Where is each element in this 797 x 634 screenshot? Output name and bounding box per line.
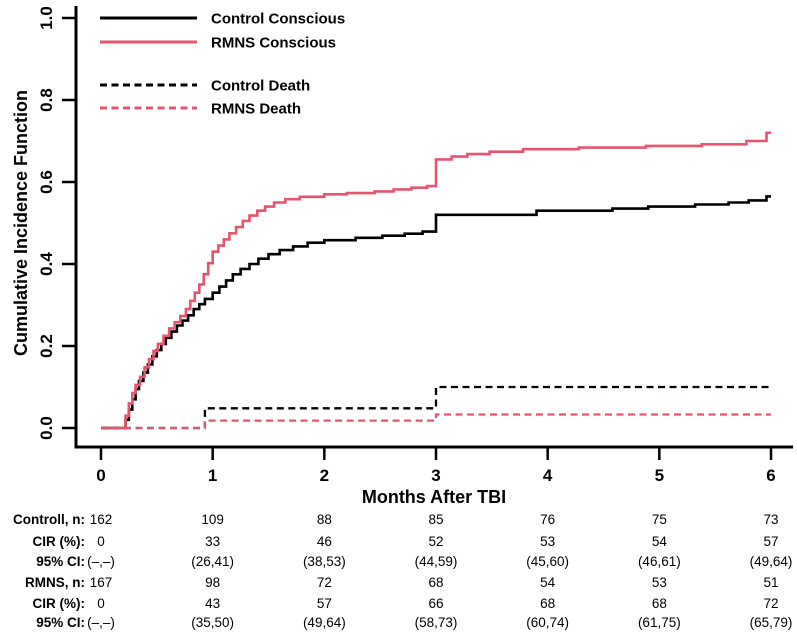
risk-table-value: 68: [651, 595, 667, 611]
x-axis-ticks: 0 1 2 3 4 5 6: [96, 447, 776, 485]
risk-table-value: (35,50): [191, 615, 235, 630]
x-tick-label: 1: [208, 466, 217, 485]
y-tick-label: 0.8: [37, 88, 56, 112]
risk-table-value: 167: [89, 575, 113, 590]
y-tick-label: 1.0: [37, 6, 56, 30]
risk-table-value: 53: [540, 533, 556, 549]
x-axis-title: Months After TBI: [362, 487, 506, 507]
risk-table-value: 54: [540, 575, 556, 590]
risk-table-value: 51: [763, 575, 779, 590]
risk-table-row-label: CIR (%):: [32, 533, 86, 549]
x-tick-label: 3: [431, 466, 440, 485]
curve-rmns-death: [101, 413, 771, 430]
risk-table-value: (45,60): [526, 554, 570, 569]
risk-table-value: 72: [763, 595, 779, 611]
risk-table-value: 162: [89, 512, 113, 527]
y-tick-label: 0.0: [37, 416, 56, 440]
risk-table-value: 72: [316, 575, 332, 590]
risk-table-value: 109: [201, 512, 224, 527]
y-tick-label: 0.4: [37, 252, 56, 276]
risk-table-value: 76: [540, 512, 556, 527]
risk-table-value: 57: [763, 533, 779, 549]
x-tick-label: 2: [320, 466, 329, 485]
risk-table-value: (49,64): [749, 554, 793, 569]
risk-table-value: 88: [316, 512, 332, 527]
risk-table-value: (–,–): [87, 554, 115, 569]
legend-label: Control Death: [211, 78, 310, 95]
risk-table-value: 0: [97, 595, 105, 611]
curve-rmns-conscious: [101, 131, 771, 430]
x-tick-label: 0: [96, 466, 105, 485]
y-tick-label: 0.6: [37, 170, 56, 194]
legend: Control Conscious RMNS Conscious Control D…: [100, 11, 345, 118]
risk-table-value: 75: [651, 512, 667, 527]
risk-table-row-label: 95% CI:: [36, 615, 85, 630]
risk-table-value: (58,73): [414, 615, 458, 630]
risk-table-value: 57: [316, 595, 332, 611]
y-tick-label: 0.2: [37, 334, 56, 358]
risk-table-value: (46,61): [637, 554, 681, 569]
risk-table-value: (38,53): [302, 554, 346, 569]
risk-table-row-label: CIR (%):: [32, 595, 86, 611]
risk-table-row-label: Controll, n:: [13, 512, 85, 527]
risk-table-value: 0: [97, 533, 105, 549]
risk-table-value: (49,64): [302, 615, 346, 630]
risk-table-value: 53: [651, 575, 667, 590]
risk-table-value: 98: [205, 575, 221, 590]
risk-table-value: 33: [205, 533, 221, 549]
risk-table-value: (26,41): [191, 554, 235, 569]
risk-table-value: 52: [428, 533, 444, 549]
legend-label: RMNS Death: [211, 101, 301, 118]
axes: [74, 6, 793, 449]
x-tick-label: 4: [543, 466, 553, 485]
risk-table-value: (61,75): [637, 615, 681, 630]
x-tick-label: 5: [655, 466, 664, 485]
risk-table-value: 43: [205, 595, 221, 611]
risk-table-value: 68: [428, 575, 444, 590]
curves: [101, 131, 771, 430]
y-axis-title: Cumulative Incidence Function: [11, 90, 31, 356]
x-tick-label: 6: [766, 466, 775, 485]
risk-table-value: 66: [428, 595, 444, 611]
legend-label: Control Conscious: [211, 11, 345, 28]
risk-table-value: 46: [316, 533, 332, 549]
risk-table-value: (60,74): [526, 615, 570, 630]
risk-table-value: (–,–): [87, 615, 115, 630]
risk-table-row-label: 95% CI:: [36, 554, 85, 569]
legend-label: RMNS Conscious: [211, 35, 336, 52]
cif-chart: 0.0 0.2 0.4 0.6 0.8 1.0 0 1 2 3 4 5 6 Control Consc…: [11, 6, 793, 507]
risk-table-value: 85: [428, 512, 444, 527]
risk-table-value: 73: [763, 512, 779, 527]
risk-table-value: (44,59): [414, 554, 458, 569]
risk-table-value: (65,79): [749, 615, 793, 630]
y-axis-ticks: 0.0 0.2 0.4 0.6 0.8 1.0: [37, 6, 76, 440]
risk-table-value: 54: [651, 533, 667, 549]
risk-table-row-label: RMNS, n:: [25, 575, 85, 590]
risk-table-value: 68: [540, 595, 556, 611]
